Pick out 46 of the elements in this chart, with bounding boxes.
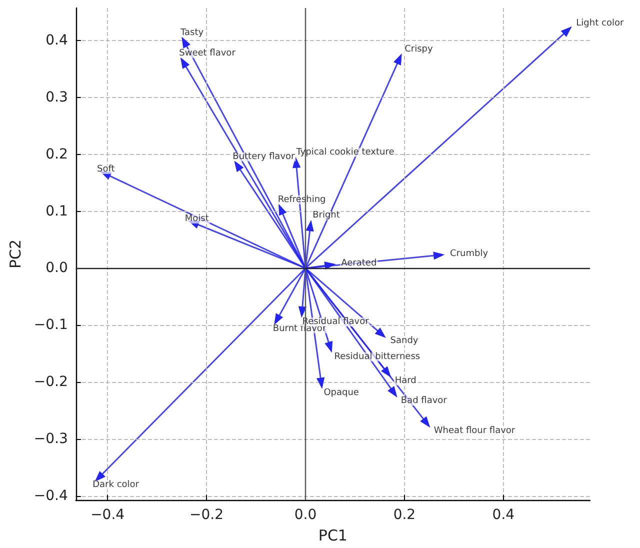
y-tick-label: 0.2 [46,146,68,162]
point [298,306,306,318]
annotation: Wheat flour flavor [434,426,516,436]
annotation: Bright [312,210,340,221]
point [306,220,314,232]
point [374,328,386,338]
annotation: Sweet flavor [179,48,236,59]
annotation: Crispy [404,44,434,55]
point [388,386,398,398]
x-tick-label: −0.2 [190,507,224,523]
y-tick-label: −0.3 [34,431,68,448]
annotation: Aerated [341,258,377,268]
x-tick-label: 0.0 [294,507,317,523]
y-tick-label: 0.0 [46,260,68,276]
x-tick-label: −0.4 [90,507,125,523]
point [274,313,283,325]
point [381,366,392,378]
y-tick-label: 0.4 [46,32,68,48]
annotation: Dark color [92,480,140,490]
y-tick-label: 0.1 [46,203,68,220]
annotation: Tasty [180,28,204,38]
annotation: Hard [394,376,416,386]
point [234,160,244,172]
annotation: Sandy [390,336,419,346]
point [420,416,430,428]
point [180,57,190,69]
annotation: Buttery flavor [232,152,296,162]
x-tick-label: 0.4 [492,507,515,523]
annotation: Moist [184,214,210,224]
point [560,26,572,37]
point [182,36,190,48]
annotation: Opaque [324,388,360,398]
x-tick-label: 0.2 [393,507,416,523]
annotation: Bad flavor [400,396,448,406]
annotation: Soft [97,164,116,174]
y-axis-title: PC2 [6,239,24,269]
y-tick-label: −0.1 [34,317,68,334]
point [316,377,325,389]
y-tick-label: 0.3 [46,89,68,106]
annotation: Residual bitterness [334,352,420,362]
y-tick-label: −0.4 [34,488,68,504]
y-tick-label: −0.2 [34,374,68,390]
annotation: Light color [576,18,624,29]
point [394,54,402,66]
annotation: Crumbly [450,249,489,260]
x-axis-title: PC1 [318,526,348,544]
